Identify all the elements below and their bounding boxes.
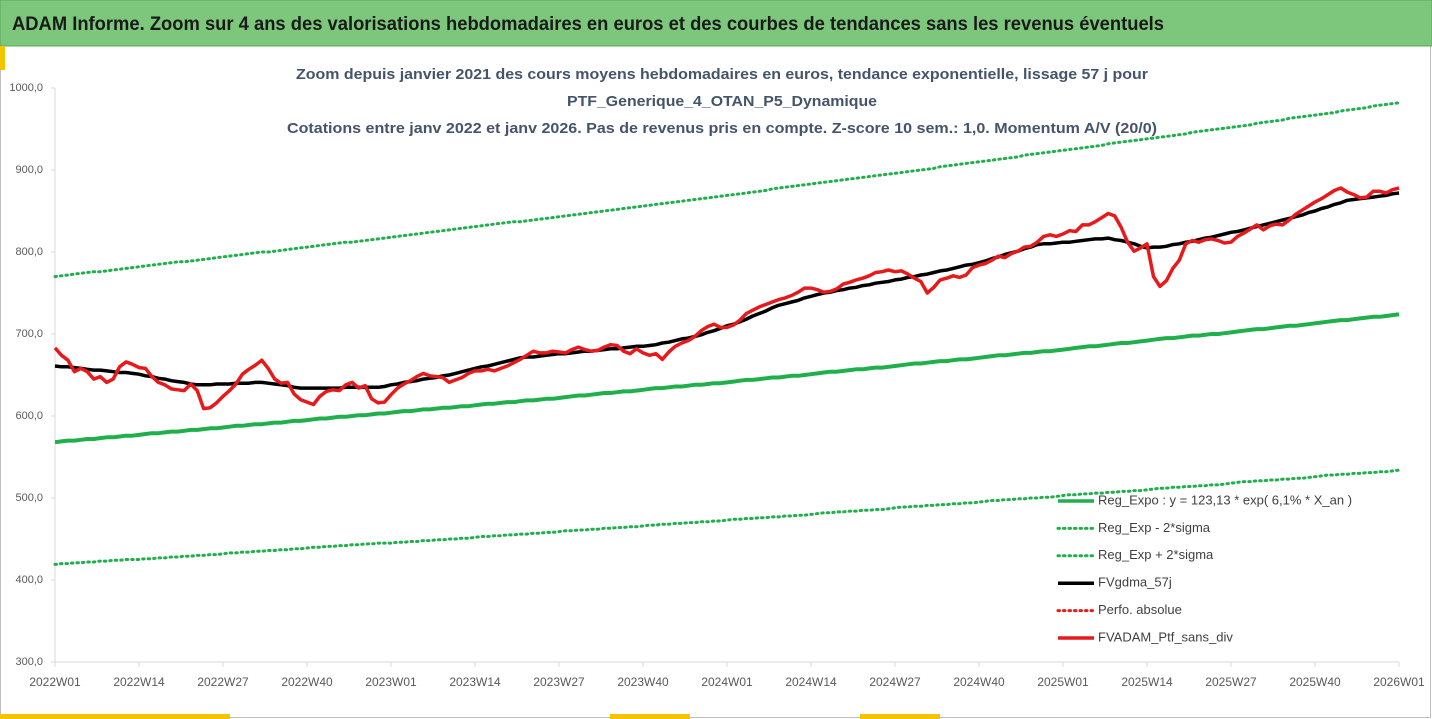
x-tick-label: 2023W14 <box>449 675 501 689</box>
chart-title: Cotations entre janv 2022 et janv 2026. … <box>287 120 1157 137</box>
x-tick-label: 2026W01 <box>1373 675 1425 689</box>
legend-label: Perfo. absolue <box>1098 602 1182 617</box>
accent <box>610 714 690 719</box>
x-tick-label: 2022W40 <box>281 675 333 689</box>
series-line <box>54 312 1400 445</box>
y-tick-label: 400,0 <box>15 574 43 586</box>
accent <box>0 46 5 70</box>
y-tick-label: 700,0 <box>15 328 43 340</box>
x-tick-label: 2025W01 <box>1037 675 1089 689</box>
y-tick-label: 800,0 <box>15 246 43 258</box>
x-tick-label: 2025W14 <box>1121 675 1173 689</box>
x-tick-label: 2022W01 <box>29 675 81 689</box>
x-tick-label: 2024W01 <box>701 675 753 689</box>
header-bar <box>0 0 1432 47</box>
y-tick-label: 600,0 <box>15 410 43 422</box>
y-tick-label: 300,0 <box>15 656 43 668</box>
x-tick-label: 2025W27 <box>1205 675 1257 689</box>
legend-label: FVgdma_57j <box>1098 575 1172 590</box>
x-tick-label: 2022W14 <box>113 675 165 689</box>
accent <box>0 714 230 719</box>
series-line <box>53 468 1401 566</box>
y-tick-label: 900,0 <box>15 164 43 176</box>
chart-title: Zoom depuis janvier 2021 des cours moyen… <box>296 66 1148 83</box>
legend-label: Reg_Exp - 2*sigma <box>1098 520 1211 535</box>
x-tick-label: 2023W27 <box>533 675 585 689</box>
legend-label: Reg_Expo : y = 123,13 * exp( 6,1% * X_an… <box>1098 492 1352 507</box>
legend-label: FVADAM_Ptf_sans_div <box>1098 629 1233 644</box>
header-title: ADAM Informe. Zoom sur 4 ans des valoris… <box>12 14 1164 35</box>
x-tick-label: 2022W27 <box>197 675 249 689</box>
x-tick-label: 2023W01 <box>365 675 417 689</box>
x-tick-label: 2024W40 <box>953 675 1005 689</box>
series-line <box>53 186 1400 411</box>
accent <box>860 714 940 719</box>
x-tick-label: 2024W27 <box>869 675 921 689</box>
y-tick-label: 1000,0 <box>9 82 43 94</box>
legend-label: Reg_Exp + 2*sigma <box>1098 547 1214 562</box>
x-tick-label: 2025W40 <box>1289 675 1341 689</box>
chart-title: PTF_Generique_4_OTAN_P5_Dynamique <box>567 93 877 110</box>
x-tick-label: 2024W14 <box>785 675 837 689</box>
series-line <box>53 101 1401 279</box>
y-tick-label: 500,0 <box>15 492 43 504</box>
x-tick-label: 2023W40 <box>617 675 669 689</box>
